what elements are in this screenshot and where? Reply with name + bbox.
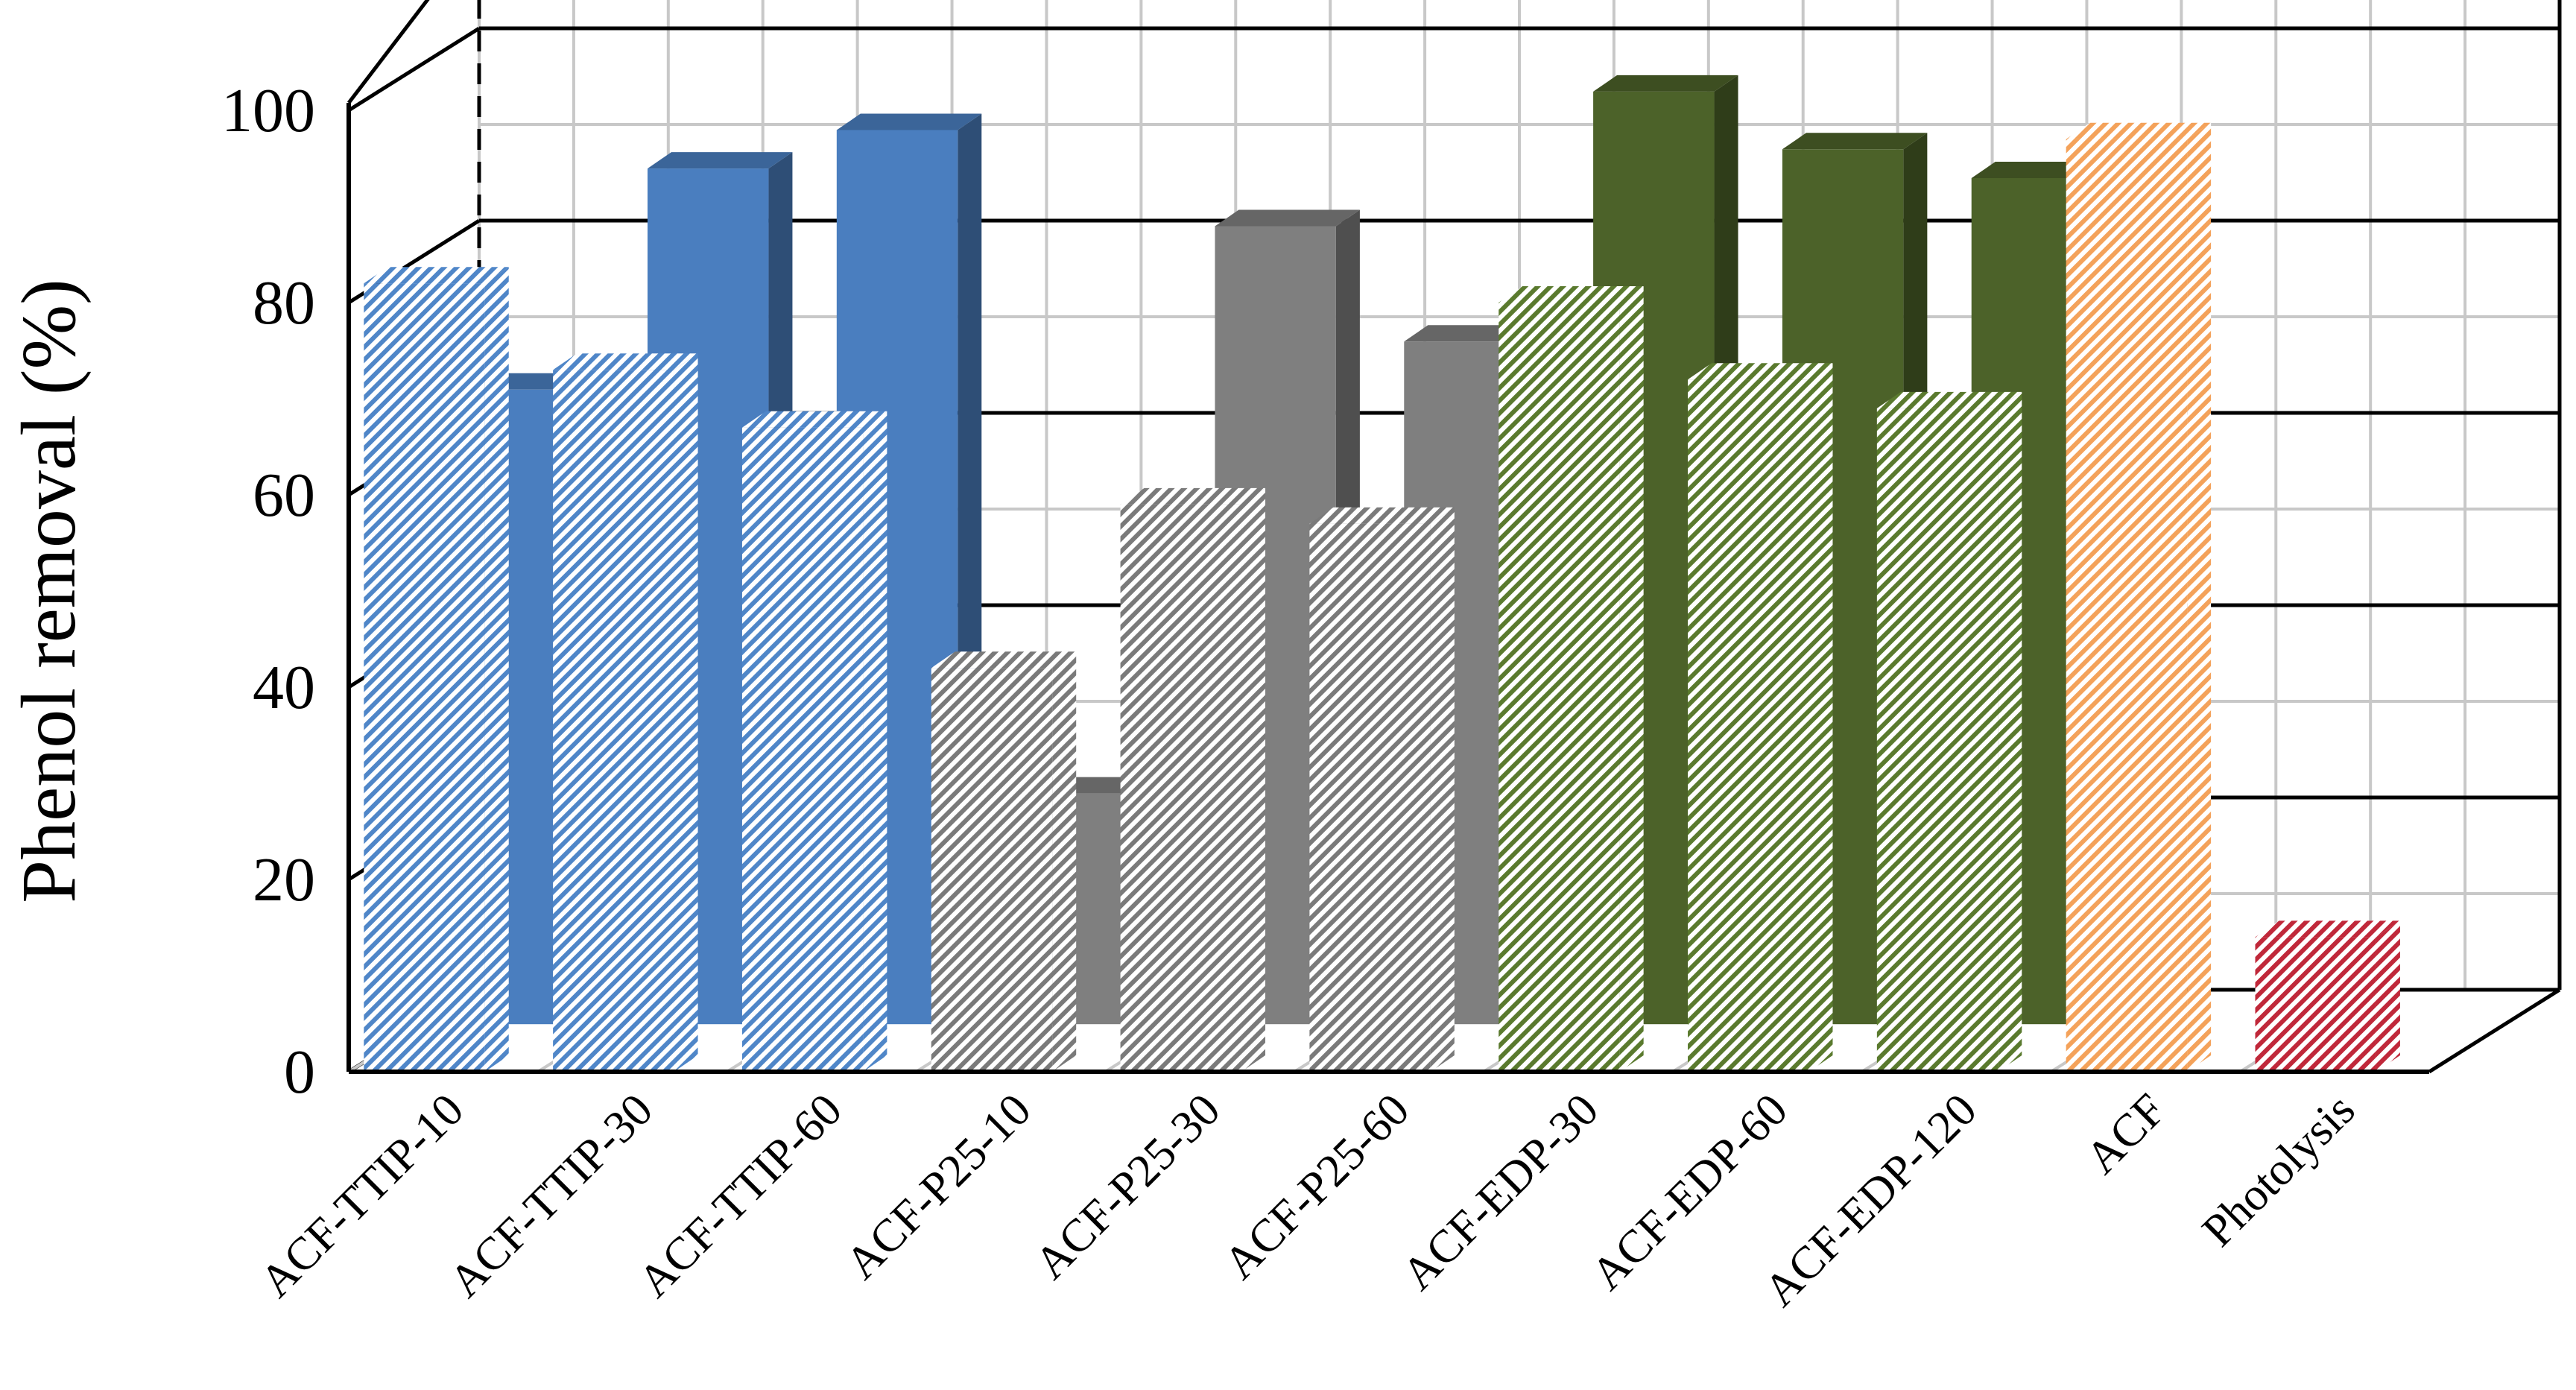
floor-edge-right [2428,988,2561,1074]
front-bar-acf-p25-10-side [1052,651,1077,1072]
front-bar-acf-ttip-60-side [863,411,887,1072]
front-bar-acf-p25-60-front [1309,523,1431,1072]
front-bar-acf-edp-60-front [1688,379,1809,1072]
front-bar-acf-edp-60-side [1808,363,1833,1072]
front-bars [364,122,2400,1072]
back-bar-acf-edp-60-top [1782,133,1928,150]
y-tick-label: 40 [253,653,315,722]
front-bar-photolysis-side [2376,920,2400,1072]
front-bar-acf-p25-30-front [1120,504,1242,1072]
front-bar-acf-p25-30-side [1241,487,1266,1072]
front-bar-acf-ttip-60-front [741,427,864,1072]
front-bar-acf-front [2066,139,2188,1072]
x-tick-label: ACF-EDP-60 [1582,1084,1797,1300]
x-tick-label: ACF-TTIP-60 [629,1084,852,1307]
x-tick-label: ACF-P25-60 [1215,1084,1420,1289]
back-bar-acf-p25-30-top [1215,209,1360,227]
axes [346,0,2429,1074]
front-bar-acf-p25-60-side [1430,507,1455,1072]
front-bar-acf-ttip-10-side [484,267,509,1072]
front-bar-acf-p25-10 [931,651,1077,1072]
x-tick-label: Photolysis [2193,1084,2365,1257]
back-bar-acf-ttip-60-top [836,113,982,130]
front-bar-acf-p25-30-top [1120,487,1266,505]
y-tick-label: 60 [253,461,315,530]
front-bar-acf-ttip-30-front [553,370,674,1072]
front-bar-acf-edp-30 [1499,286,1644,1072]
back-bar-acf-ttip-30-top [648,152,793,169]
front-bar-acf [2066,122,2212,1072]
front-bar-acf-top [2066,122,2212,139]
front-bar-acf-p25-60 [1309,507,1455,1072]
front-bar-acf-ttip-10 [364,267,509,1072]
x-tick-label: ACF [2076,1084,2175,1184]
x-tick-label: ACF-EDP-30 [1393,1084,1608,1300]
x-tick-label: ACF-P25-10 [836,1084,1041,1289]
front-bar-acf-p25-60-top [1309,507,1455,524]
front-bar-photolysis-top [2255,920,2400,938]
y-tick-label: 80 [253,268,315,338]
front-bar-acf-edp-30-side [1619,286,1644,1072]
x-tick-label: ACF-TTIP-10 [250,1084,473,1307]
front-bar-acf-p25-30 [1120,487,1266,1072]
front-bar-acf-ttip-60-top [741,411,887,428]
front-bar-acf-ttip-30-side [674,353,698,1072]
x-tick-label: ACF-TTIP-30 [440,1084,662,1307]
front-bar-acf-p25-10-front [931,668,1053,1072]
front-bar-photolysis-front [2255,937,2376,1072]
y-tick-label: 20 [253,845,315,914]
back-bar-acf-edp-30-top [1593,75,1738,92]
front-bar-acf-p25-10-top [931,651,1077,669]
back-bars [458,75,2117,1025]
front-bar-acf-ttip-30 [553,353,698,1072]
y-tick-label: 0 [284,1037,315,1107]
front-bar-acf-edp-30-front [1499,303,1620,1072]
y-axis-title: Phenol removal (%) [6,279,92,903]
front-bar-acf-edp-120-side [1998,391,2022,1072]
front-bar-acf-side [2187,122,2212,1072]
front-bar-photolysis [2255,920,2400,1072]
front-bar-acf-ttip-10-front [364,283,485,1072]
x-tick-label: ACF-P25-30 [1025,1084,1230,1289]
front-bar-acf-edp-120-top [1876,391,2022,408]
front-bar-acf-edp-60-top [1688,363,1833,380]
front-bar-acf-ttip-60 [741,411,887,1072]
gridline-side [347,26,481,113]
front-bar-acf-edp-30-top [1499,286,1644,303]
front-bar-acf-edp-120 [1876,391,2022,1072]
front-bar-acf-edp-60 [1688,363,1833,1072]
front-bar-acf-ttip-30-top [553,353,698,370]
y-tick-label: 100 [221,76,315,145]
frame-top-left [347,0,430,104]
front-bar-acf-ttip-10-top [364,267,509,284]
front-bar-acf-edp-120-front [1876,408,1999,1072]
